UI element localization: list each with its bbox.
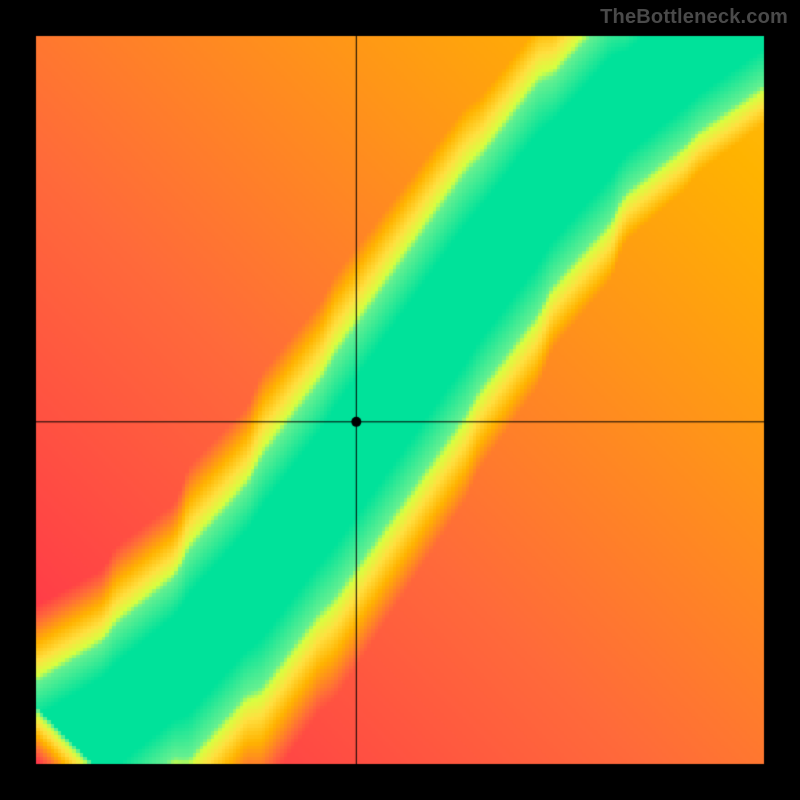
- chart-container: { "watermark": { "text": "TheBottleneck.…: [0, 0, 800, 800]
- bottleneck-heatmap: [0, 0, 800, 800]
- watermark-text: TheBottleneck.com: [600, 6, 788, 29]
